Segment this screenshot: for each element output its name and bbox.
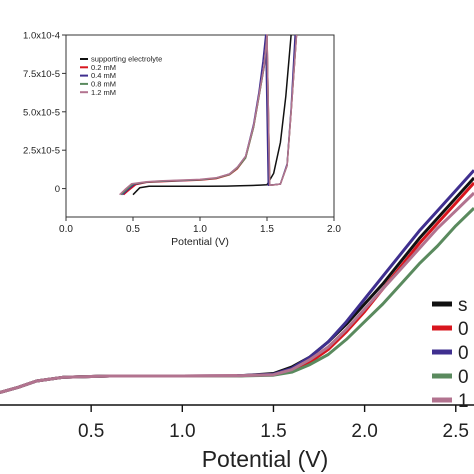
inset-legend-label: 0.8 mM [91, 80, 116, 89]
main-x-ticks: 0.5 1.0 1.5 2.0 2.5 [78, 405, 469, 442]
inset-series-line-0 [132, 34, 292, 196]
main-series-line-3 [0, 207, 474, 394]
inset-y-tick-label: 5.0x10-5 [23, 107, 60, 118]
inset-series-group [119, 34, 298, 196]
inset-x-tick-label: 0.5 [126, 224, 140, 235]
inset-y-tick-label: 0 [55, 184, 60, 195]
inset-x-tick-label: 0.0 [59, 224, 73, 235]
inset-y-tick-label: 2.5x10-5 [23, 146, 60, 157]
inset-x-tick-label: 1.0 [193, 224, 207, 235]
inset-x-tick-label: 1.5 [260, 224, 274, 235]
main-legend-label: 0 [458, 367, 469, 388]
main-legend-label: 0 [458, 319, 469, 340]
inset-y-ticks: 0 2.5x10-5 5.0x10-5 7.5x10-5 1.0x10-4 [23, 31, 66, 195]
inset-x-axis-label: Potential (V) [171, 236, 229, 248]
main-x-tick-label: 2.5 [443, 421, 469, 442]
main-legend-label: 1 [458, 391, 469, 412]
main-x-tick-label: 0.5 [78, 421, 104, 442]
inset-chart: 0.0 0.5 1.0 1.5 2.0 0 2.5x10-5 5.0x10-5 7.5x10-… [23, 31, 341, 249]
inset-x-tick-label: 2.0 [327, 224, 341, 235]
inset-legend-label: 0.4 mM [91, 71, 116, 80]
main-legend-label: 0 [458, 343, 469, 364]
main-series-line-4 [0, 191, 474, 394]
inset-x-ticks: 0.0 0.5 1.0 1.5 2.0 [59, 217, 341, 235]
main-x-tick-label: 1.5 [260, 421, 286, 442]
main-legend-label: s [458, 295, 468, 316]
main-x-tick-label: 2.0 [351, 421, 377, 442]
inset-y-tick-label: 1.0x10-4 [23, 31, 60, 42]
main-series-group [0, 169, 474, 394]
main-chart: 0.5 1.0 1.5 2.0 2.5 Potential (V) s 0 0 0 1 [0, 169, 474, 472]
main-x-tick-label: 1.0 [169, 421, 195, 442]
inset-legend-label: 1.2 mM [91, 88, 116, 97]
main-x-axis-label: Potential (V) [202, 446, 329, 472]
inset-legend-label: 0.2 mM [91, 63, 116, 72]
inset-y-tick-label: 7.5x10-5 [23, 69, 60, 80]
inset-legend-label: supporting electrolyte [91, 55, 162, 64]
inset-series-line-4 [119, 34, 298, 196]
main-legend: s 0 0 0 1 [432, 295, 469, 412]
